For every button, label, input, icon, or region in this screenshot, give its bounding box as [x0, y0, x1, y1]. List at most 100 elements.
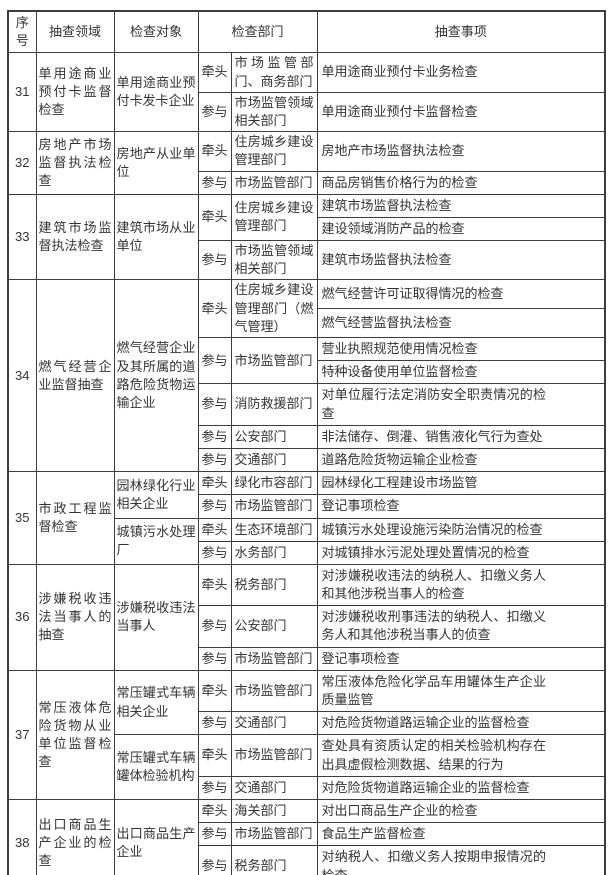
matter-cell: 商品房销售价格行为的检查	[316, 170, 606, 195]
target-cell: 单用途商业预付卡发卡企业	[113, 52, 199, 133]
row-number-cell: 31	[7, 52, 37, 133]
table-row: 参与 市场监管部门 食品生产监督检查	[8, 822, 606, 847]
department-cell: 税务部门	[230, 845, 318, 875]
field-cell: 出口商品生产企业的检查	[35, 798, 115, 875]
department-cell: 市场监管部门	[230, 646, 318, 671]
matter-cell: 燃气经营监督执法检查	[316, 308, 606, 338]
column-header-field: 抽查领域	[35, 10, 115, 54]
role-cell: 牵头	[197, 734, 232, 777]
matter-cell: 对出口商品生产企业的检查	[316, 798, 606, 824]
role-cell: 参与	[197, 383, 232, 426]
field-cell: 涉嫌税收违法当事人的抽查	[35, 563, 115, 671]
target-cell: 常压罐式车辆罐体检验机构	[113, 734, 199, 800]
table-row: 常压罐式车辆罐体检验机构 牵头 市场监管部门 查处具有资质认定的相关检验机构存在…	[8, 734, 606, 800]
header-row: 序号 抽查领域 检查对象 检查部门 抽查事项	[7, 10, 606, 54]
matter-cell: 园林绿化工程建设市场监管	[316, 471, 606, 496]
matter-cell: 营业执照规范使用情况检查	[316, 336, 606, 362]
matter-cell: 单用途商业预付卡监督检查	[316, 91, 606, 133]
table-row: 参与 交通部门 对危险货物道路运输企业的监督检查	[8, 711, 606, 736]
role-cell: 牵头	[197, 52, 232, 93]
table-row: 参与 公安部门 对涉嫌税收刑事违法的纳税人、扣缴义务人和其他涉税当事人的侦查	[8, 605, 606, 648]
matter-cell: 燃气经营许可证取得情况的检查	[316, 279, 606, 310]
role-cell: 参与	[197, 424, 232, 449]
row-number-cell: 32	[7, 131, 37, 195]
role-cell: 牵头	[197, 517, 232, 542]
table-row: 建设领域消防产品的检查	[8, 216, 606, 242]
target-cell: 常压罐式车辆相关企业	[113, 669, 199, 736]
department-cell: 市场监管领域相关部门	[230, 240, 318, 281]
target-cell: 城镇污水处理厂	[113, 517, 199, 565]
department-cell: 交通部门	[230, 447, 318, 473]
target-cell: 出口商品生产企业	[113, 798, 199, 875]
department-cell: 税务部门	[230, 563, 318, 607]
table-row: 参与 市场监管部门 登记事项检查	[8, 646, 606, 671]
table-row: 33 建筑市场监督执法检查 建筑市场从业单位 牵头 住房城乡建设管理部门 建筑市…	[7, 193, 606, 281]
field-cell: 常压液体危险货物从业单位监督检查	[35, 669, 115, 800]
matter-cell: 对涉嫌税收刑事违法的纳税人、扣缴义务人和其他涉税当事人的侦查	[316, 605, 606, 648]
role-cell: 参与	[197, 775, 232, 800]
matter-cell: 单用途商业预付卡业务检查	[316, 52, 606, 93]
table-row: 参与 税务部门 对纳税人、扣缴义务人按期申报情况的检查	[8, 845, 606, 875]
matter-cell: 食品生产监督检查	[316, 822, 606, 847]
department-cell: 市场监管领域相关部门	[230, 91, 318, 133]
row-number-cell: 34	[7, 279, 37, 473]
matter-cell: 房地产市场监督执法检查	[316, 131, 606, 172]
department-cell: 水务部门	[230, 540, 318, 565]
department-cell: 住房城乡建设管理部门	[230, 131, 318, 172]
matter-cell: 建筑市场监督执法检查	[316, 193, 606, 218]
department-cell: 市场监管部门	[230, 494, 318, 519]
target-cell: 房地产从业单位	[113, 131, 199, 195]
table-row: 38 出口商品生产企业的检查 出口商品生产企业 牵头 海关部门 对出口商品生产企…	[7, 798, 606, 875]
matter-cell: 登记事项检查	[316, 494, 606, 519]
matter-cell: 城镇污水处理设施污染防治情况的检查	[316, 517, 606, 542]
department-cell: 公安部门	[230, 424, 318, 449]
department-cell: 海关部门	[230, 798, 318, 824]
matter-cell: 非法储存、倒灌、销售液化气行为查处	[316, 424, 606, 449]
table-row: 35 市政工程监督检查 园林绿化行业相关企业 牵头 绿化市容部门 园林绿化工程建…	[7, 471, 606, 565]
matter-cell: 建筑市场监督执法检查	[316, 240, 606, 281]
table-row: 32 房地产市场监督执法检查 房地产从业单位 牵头 住房城乡建设管理部门 房地产…	[7, 131, 606, 195]
matter-cell: 对危险货物道路运输企业的监督检查	[316, 775, 606, 800]
column-header-matters: 抽查事项	[316, 10, 606, 54]
department-cell: 市场监管部门	[230, 822, 318, 847]
row-number-cell: 36	[7, 563, 37, 671]
role-cell: 参与	[197, 336, 232, 385]
role-cell: 参与	[197, 91, 232, 133]
table-row: 参与 市场监管领域相关部门 建筑市场监督执法检查	[8, 240, 606, 281]
field-cell: 单用途商业预付卡监督检查	[35, 52, 115, 133]
department-cell: 公安部门	[230, 605, 318, 648]
matter-cell: 对单位履行法定消防安全职责情况的检查	[316, 383, 606, 426]
matter-cell: 建设领域消防产品的检查	[316, 216, 606, 242]
department-cell: 住房城乡建设管理部门（燃气管理）	[230, 279, 318, 338]
matter-cell: 对纳税人、扣缴义务人按期申报情况的检查	[316, 845, 606, 875]
table-row: 参与 公安部门 非法储存、倒灌、销售液化气行为查处	[8, 424, 606, 449]
table-row: 31 单用途商业预付卡监督检查 单用途商业预付卡发卡企业 牵头 市场监管部门、商…	[7, 52, 606, 133]
field-cell: 市政工程监督检查	[35, 471, 115, 565]
role-cell: 牵头	[197, 798, 232, 824]
role-cell: 牵头	[197, 131, 232, 172]
matter-cell: 道路危险货物运输企业检查	[316, 447, 606, 473]
table-row: 36 涉嫌税收违法当事人的抽查 涉嫌税收违法当事人 牵头 税务部门 对涉嫌税收违…	[7, 563, 606, 671]
role-cell: 牵头	[197, 471, 232, 496]
role-cell: 参与	[197, 646, 232, 671]
column-header-department: 检查部门	[197, 10, 318, 54]
role-cell: 参与	[197, 494, 232, 519]
department-cell: 市场监管部门	[230, 336, 318, 385]
inspection-table: 序号 抽查领域 检查对象 检查部门 抽查事项 31 单用途商业预付卡监督检查 单…	[7, 10, 607, 875]
row-number-cell: 38	[7, 798, 37, 875]
role-cell: 参与	[197, 845, 232, 875]
role-cell: 参与	[197, 822, 232, 847]
department-cell: 交通部门	[230, 775, 318, 800]
target-cell: 涉嫌税收违法当事人	[113, 563, 199, 671]
matter-cell: 对涉嫌税收违法的纳税人、扣缴义务人和其他涉税当事人的检查	[316, 563, 606, 607]
department-cell: 交通部门	[230, 711, 318, 736]
row-number-cell: 35	[7, 471, 37, 565]
column-header-target: 检查对象	[113, 10, 199, 54]
department-cell: 市场监管部门、商务部门	[230, 52, 318, 93]
department-cell: 市场监管部门	[230, 669, 318, 713]
field-cell: 建筑市场监督执法检查	[35, 193, 115, 281]
role-cell: 参与	[197, 540, 232, 565]
column-header-no: 序号	[7, 10, 37, 54]
target-cell: 燃气经营企业及其所属的道路危险货物运输企业	[113, 279, 199, 473]
role-cell: 参与	[197, 170, 232, 195]
